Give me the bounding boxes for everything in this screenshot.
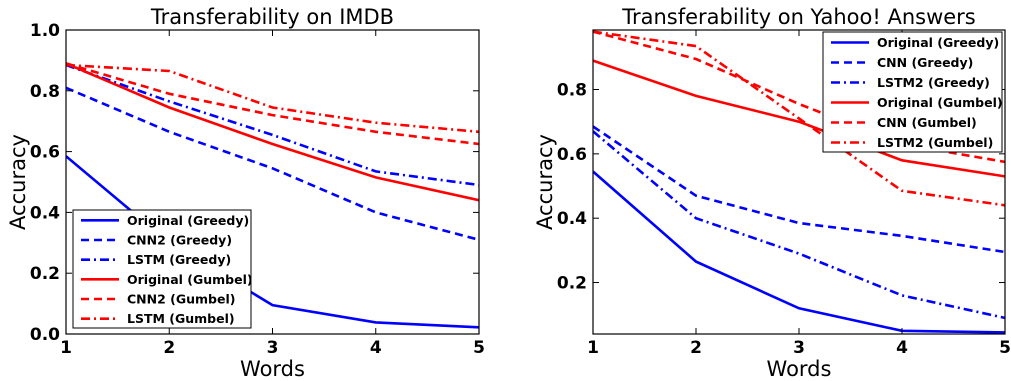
series-line-6 [593,30,1005,207]
x-tick-label: 5 [473,338,485,358]
series-line-4 [593,59,1005,178]
y-tick-label: 0.2 [30,264,60,284]
y-tick-label: 0.2 [557,274,587,294]
chart-panel-1: 1 2 3 4 5 0.0 0.2 0.4 0.6 0.8 1.0 Transferability o… [6,5,485,381]
x-tick-label: 3 [267,338,279,358]
y-axis-label: Accuracy [533,134,557,230]
series-line-6 [66,63,479,134]
legend-label-6: LSTM (Gumbel) [127,311,235,326]
legend-label-6: LSTM2 (Gumbel) [877,135,993,150]
y-tick-label: 0.6 [557,145,587,165]
series-group [66,62,479,329]
x-tick-label: 5 [999,338,1011,358]
chart-title: Transferability on Yahoo! Answers [621,5,976,29]
series-line-2 [66,86,479,242]
legend-label-3: LSTM (Greedy) [127,252,231,267]
y-tick-label: 0.6 [30,143,60,163]
x-tick-label: 1 [60,338,72,358]
legend-label-5: CNN (Gumbel) [877,115,977,130]
x-axis-label: Words [240,357,305,381]
x-tick-label: 4 [370,338,382,358]
x-tick-label: 2 [690,338,702,358]
x-tick-label: 2 [163,338,175,358]
series-line-4 [66,62,479,202]
x-tick-label: 1 [587,338,599,358]
y-tick-label: 0.8 [557,81,587,101]
series-line-2 [593,125,1005,254]
legend-label-5: CNN2 (Gumbel) [127,292,235,307]
legend-frame [72,209,252,329]
y-tick-label: 1.0 [30,21,60,41]
chart-title: Transferability on IMDB [150,5,394,29]
legend-frame [822,31,1003,153]
x-tick-label: 3 [793,338,805,358]
series-line-1 [593,170,1005,334]
legend-label-2: CNN2 (Greedy) [127,233,232,248]
legend-label-1: Original (Greedy) [127,213,249,228]
legend: Original (Greedy) CNN (Greedy) LSTM2 (Gree… [822,31,1003,153]
y-tick-label: 0.8 [30,82,60,102]
y-axis-label: Accuracy [6,134,30,230]
x-axis-label: Words [767,357,832,381]
series-line-3 [593,130,1005,320]
y-tick-label: 0.4 [30,203,60,223]
series-line-3 [66,63,479,187]
legend-label-4: Original (Gumbel) [127,272,253,287]
legend-label-1: Original (Greedy) [877,35,999,50]
legend-label-3: LSTM2 (Greedy) [877,75,990,90]
legend: Original (Greedy) CNN2 (Greedy) LSTM (Gree… [72,209,253,329]
y-tick-label: 0.0 [30,325,60,345]
legend-label-4: Original (Gumbel) [877,95,1003,110]
series-line-5 [66,62,479,146]
y-tick-label: 0.4 [557,209,587,229]
x-tick-label: 4 [896,338,908,358]
chart-panel-2: 1 2 3 4 5 0.2 0.4 0.6 0.8 Transferability on Yaho… [533,5,1011,381]
legend-label-2: CNN (Greedy) [877,55,973,70]
